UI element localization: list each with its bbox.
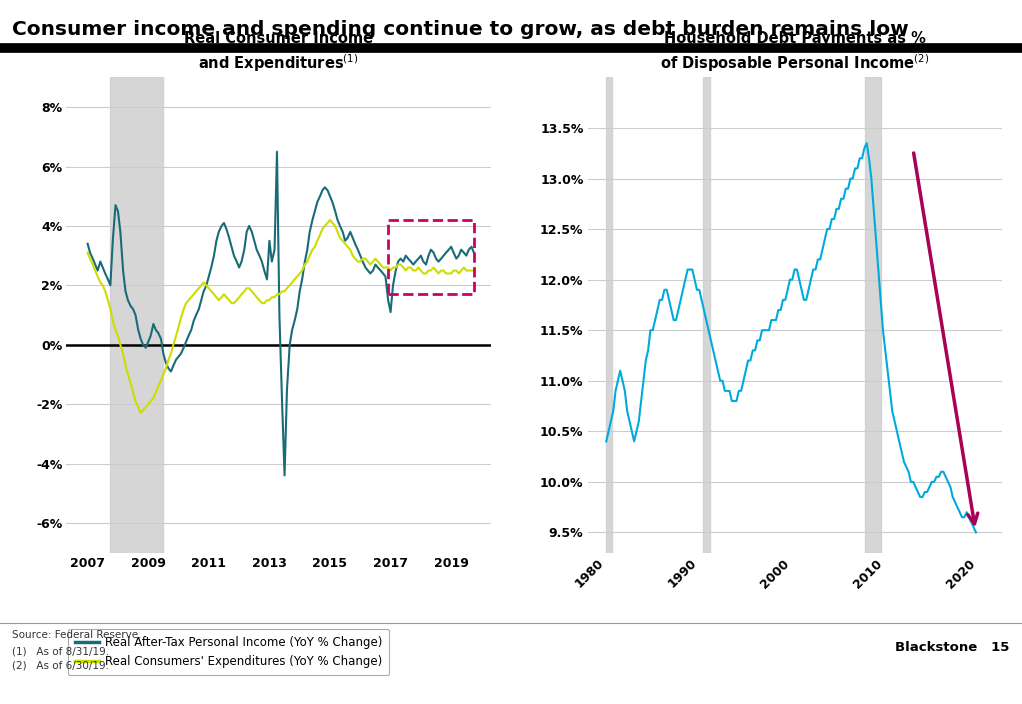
Bar [110, 77, 164, 553]
Text: (2)   As of 6/30/19.: (2) As of 6/30/19. [12, 660, 109, 670]
Title: Real Consumer Income
and Expenditures$^{(1)}$: Real Consumer Income and Expenditures$^{… [184, 31, 373, 74]
Legend: Real After-Tax Personal Income (YoY % Change), Real Consumers' Expenditures (YoY: Real After-Tax Personal Income (YoY % Ch… [68, 629, 389, 675]
Bar [387, 220, 474, 294]
Bar [703, 77, 710, 553]
Text: (1)   As of 8/31/19.: (1) As of 8/31/19. [12, 646, 109, 656]
Bar [865, 77, 881, 553]
Title: Household Debt Payments as %
of Disposable Personal Income$^{(2)}$: Household Debt Payments as % of Disposab… [660, 31, 929, 74]
Text: Blackstone   15: Blackstone 15 [895, 641, 1010, 653]
Text: Source: Federal Reserve.: Source: Federal Reserve. [12, 630, 142, 640]
Text: Consumer income and spending continue to grow, as debt burden remains low: Consumer income and spending continue to… [12, 20, 909, 39]
Bar [606, 77, 612, 553]
